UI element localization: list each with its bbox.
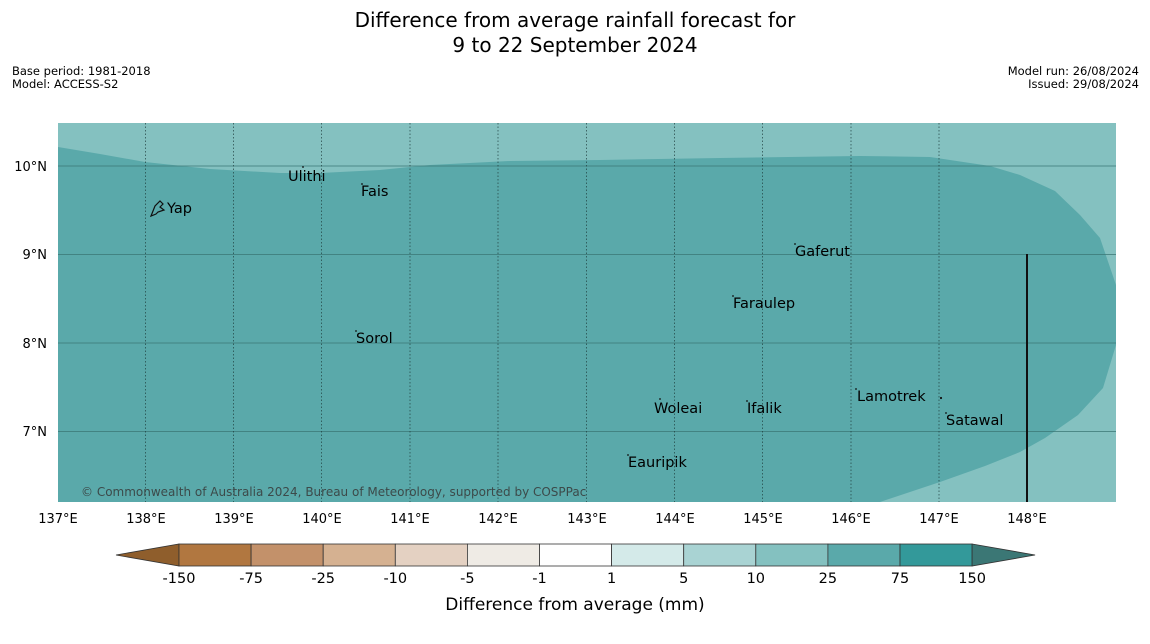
lon-label-143e: 143°E	[567, 512, 607, 527]
colorbar-tick-label: -1	[532, 571, 546, 587]
place-eauripik: Eauripik	[628, 455, 687, 471]
lon-label-145e: 145°E	[743, 512, 783, 527]
lat-label-8n: 8°N	[23, 337, 48, 352]
colorbar-tick-label: 25	[819, 571, 837, 587]
lon-label-147e: 147°E	[919, 512, 959, 527]
copyright-text: © Commonwealth of Australia 2024, Bureau…	[81, 485, 586, 499]
colorbar-segment	[250, 543, 324, 567]
issued-text: Issued: 29/08/2024	[1028, 77, 1139, 91]
lat-label-9n: 9°N	[23, 248, 48, 263]
latitude-labels: 10°N 9°N 8°N 7°N	[14, 160, 47, 440]
model-text: Model: ACCESS-S2	[12, 77, 119, 91]
meta-right: Model run: 26/08/2024 Issued: 29/08/2024	[1008, 65, 1139, 91]
island-markers	[302, 166, 947, 456]
colorbar-segment	[466, 543, 540, 567]
lon-label-148e: 148°E	[1007, 512, 1047, 527]
colorbar-tick-label: 1	[607, 571, 616, 587]
colorbar-segment	[178, 543, 252, 567]
place-gaferut: Gaferut	[795, 244, 850, 260]
place-ulithi: Ulithi	[288, 169, 326, 185]
colorbar-segment	[539, 543, 612, 567]
lon-label-137e: 137°E	[38, 512, 78, 527]
lat-label-7n: 7°N	[23, 425, 48, 440]
colorbar-tick-label: -75	[239, 571, 263, 587]
lon-label-146e: 146°E	[831, 512, 871, 527]
colorbar-segment	[899, 543, 973, 567]
lon-label-138e: 138°E	[126, 512, 166, 527]
colorbar-segment	[755, 543, 829, 567]
rainfall-category-25-75	[58, 147, 1116, 502]
yap-island-outline	[149, 200, 166, 218]
colorbar-tick-label: -5	[460, 571, 474, 587]
colorbar-segment	[827, 543, 901, 567]
colorbar: -150 -75 -25 -10 -5 -1 1 5 10 25 75 150	[115, 543, 1036, 587]
place-fais: Fais	[361, 184, 388, 200]
lon-label-144e: 144°E	[655, 512, 695, 527]
longitude-labels: 137°E 138°E 139°E 140°E 141°E 142°E 143°…	[38, 512, 1047, 527]
base-period-text: Base period: 1981-2018	[12, 64, 151, 78]
colorbar-tick-label: -10	[383, 571, 407, 587]
lat-label-10n: 10°N	[14, 160, 47, 175]
lon-label-141e: 141°E	[390, 512, 430, 527]
place-yap: Yap	[166, 201, 192, 217]
longitude-gridlines	[145, 123, 940, 502]
meta-left: Base period: 1981-2018 Model: ACCESS-S2	[12, 65, 151, 91]
colorbar-tick-label: 10	[747, 571, 765, 587]
colorbar-tick-label: 5	[679, 571, 688, 587]
colorbar-tick-label: -150	[163, 571, 196, 587]
title-line-2: 9 to 22 September 2024	[452, 33, 698, 57]
colorbar-segment	[394, 543, 468, 567]
place-ifalik: Ifalik	[747, 401, 782, 417]
title-line-1: Difference from average rainfall forecas…	[354, 8, 796, 32]
model-run-text: Model run: 26/08/2024	[1007, 64, 1139, 78]
place-faraulep: Faraulep	[733, 296, 795, 312]
lon-label-142e: 142°E	[478, 512, 518, 527]
map-area: Yap Ulithi Fais Gaferut Faraulep Sorol L…	[58, 123, 1116, 502]
latitude-gridlines	[58, 165, 1116, 432]
lon-label-139e: 139°E	[214, 512, 254, 527]
colorbar-tick-label: -25	[311, 571, 335, 587]
colorbar-segment	[322, 543, 396, 567]
colorbar-segment	[611, 543, 685, 567]
place-satawal: Satawal	[946, 413, 1003, 429]
colorbar-segment	[683, 543, 757, 567]
colorbar-label: Difference from average (mm)	[445, 595, 704, 615]
place-sorol: Sorol	[356, 331, 393, 347]
colorbar-tick-label: 75	[891, 571, 909, 587]
colorbar-tick-label: 150	[958, 571, 986, 587]
chart-title: Difference from average rainfall forecas…	[0, 8, 1150, 58]
colorbar-extension-low	[115, 543, 180, 567]
place-lamotrek: Lamotrek	[857, 389, 926, 405]
colorbar-extension-high	[971, 543, 1036, 567]
place-woleai: Woleai	[654, 401, 702, 417]
lon-label-140e: 140°E	[302, 512, 342, 527]
